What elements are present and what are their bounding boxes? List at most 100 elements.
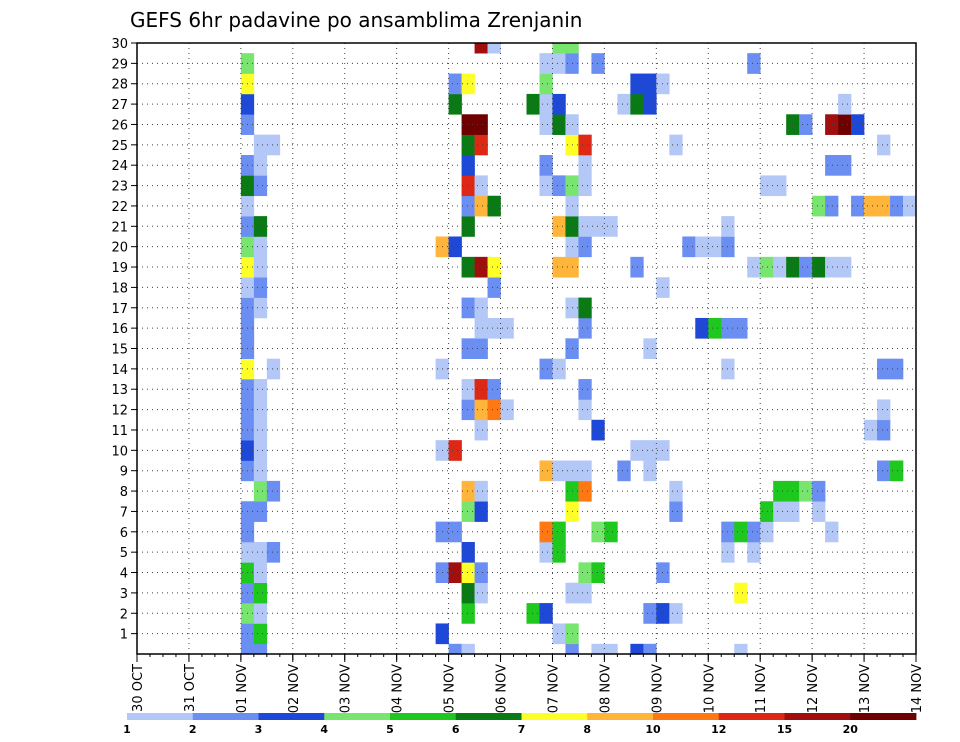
heatmap-cell xyxy=(474,419,488,441)
heatmap-cell xyxy=(799,256,813,278)
heatmap-cell xyxy=(617,460,631,482)
x-tick-label: 09 NOV xyxy=(650,664,665,713)
heatmap-cell xyxy=(266,541,281,563)
heatmap-cell xyxy=(578,460,592,482)
heatmap-cell xyxy=(591,53,605,74)
heatmap-cell xyxy=(825,521,839,543)
heatmap-cell xyxy=(487,317,501,339)
y-tick-label: 5 xyxy=(120,546,128,561)
heatmap-cell xyxy=(773,256,787,278)
axes: 1234567891011121314151617181920212223242… xyxy=(111,37,925,713)
heatmap-cell xyxy=(695,236,709,258)
heatmap-cell xyxy=(838,256,852,278)
heatmap-cell xyxy=(565,643,579,655)
y-tick-label: 24 xyxy=(111,159,128,174)
heatmap-cell xyxy=(253,134,268,156)
heatmap-cell xyxy=(253,155,268,176)
heatmap-cell xyxy=(253,562,268,584)
colorbar-label: 4 xyxy=(320,723,328,736)
heatmap-cell xyxy=(591,562,605,584)
heatmap-cell xyxy=(487,43,501,54)
heatmap-cell xyxy=(461,480,475,502)
x-tick-label: 31 OCT xyxy=(183,664,198,712)
heatmap-cell xyxy=(552,216,566,237)
x-tick-label: 30 OCT xyxy=(131,664,146,712)
y-tick-label: 23 xyxy=(111,180,128,195)
heatmap-cell xyxy=(474,582,488,604)
heatmap-cell xyxy=(474,338,488,359)
y-tick-label: 11 xyxy=(111,424,128,439)
heatmap-cell xyxy=(539,155,553,176)
heatmap-cell xyxy=(461,541,475,563)
heatmap-cell xyxy=(695,317,709,339)
heatmap-cell xyxy=(669,134,683,156)
x-tick-label: 12 NOV xyxy=(806,664,821,713)
colorbar-label: 1 xyxy=(123,723,131,736)
heatmap-cell xyxy=(604,216,618,237)
y-tick-label: 6 xyxy=(120,526,128,541)
heatmap-cell xyxy=(253,501,268,522)
y-tick-label: 25 xyxy=(111,139,128,154)
heatmap-cell xyxy=(578,155,592,176)
heatmap-cell xyxy=(578,134,592,156)
heatmap-cell xyxy=(708,236,722,258)
colorbar-label: 8 xyxy=(583,723,591,736)
heatmap-cell xyxy=(578,175,592,197)
heatmap-cell xyxy=(812,480,826,502)
heatmap-cell xyxy=(773,480,787,502)
heatmap-cell xyxy=(578,480,592,502)
x-tick-label: 06 NOV xyxy=(495,664,510,713)
heatmap-cell xyxy=(461,134,475,156)
heatmap-cell xyxy=(487,379,501,400)
heatmap-cell xyxy=(487,256,501,278)
heatmap-cell xyxy=(474,480,488,502)
y-tick-label: 15 xyxy=(111,343,128,358)
y-tick-label: 13 xyxy=(111,383,128,398)
heatmap-cell xyxy=(253,256,268,278)
y-tick-label: 2 xyxy=(120,607,128,622)
heatmap-cell xyxy=(838,155,852,176)
y-tick-label: 3 xyxy=(120,587,128,602)
heatmap-cell xyxy=(643,440,657,461)
y-tick-label: 10 xyxy=(111,444,128,459)
heatmap-cell xyxy=(578,236,592,258)
heatmap-cell xyxy=(734,521,748,543)
heatmap-cell xyxy=(461,256,475,278)
colorbar-label: 10 xyxy=(645,723,661,736)
heatmap-cell xyxy=(760,501,774,522)
heatmap-cell xyxy=(578,216,592,237)
heatmap-cell xyxy=(461,216,475,237)
y-tick-label: 8 xyxy=(120,485,128,500)
x-tick-label: 07 NOV xyxy=(546,664,561,713)
colorbar-label: 5 xyxy=(386,723,394,736)
x-tick-label: 04 NOV xyxy=(391,664,406,713)
heatmap-cell xyxy=(474,562,488,584)
heatmap-cell xyxy=(240,643,255,655)
colorbar-swatch xyxy=(587,713,654,720)
colorbar-label: 2 xyxy=(189,723,197,736)
heatmap-cell xyxy=(253,379,268,400)
heatmap-cell xyxy=(253,399,268,421)
heatmap-cell xyxy=(474,256,488,278)
heatmap-cell xyxy=(552,256,566,278)
heatmap-cell xyxy=(760,256,774,278)
x-tick-label: 11 NOV xyxy=(754,664,769,713)
y-tick-label: 28 xyxy=(111,78,128,93)
heatmap-cell xyxy=(812,195,826,217)
y-tick-label: 16 xyxy=(111,322,128,337)
colorbar-swatch xyxy=(718,713,785,720)
heatmap-cell xyxy=(461,562,475,584)
y-tick-label: 14 xyxy=(111,363,128,378)
heatmap-cell xyxy=(773,501,787,522)
heatmap-cell xyxy=(253,582,268,604)
y-tick-label: 29 xyxy=(111,57,128,72)
colorbar-swatch xyxy=(521,713,588,720)
heatmap-cell xyxy=(253,277,268,298)
heatmap-cell xyxy=(461,195,475,217)
heatmap-cell xyxy=(708,317,722,339)
heatmap-cell xyxy=(253,643,268,655)
heatmap-cell xyxy=(461,399,475,421)
y-tick-label: 19 xyxy=(111,261,128,276)
heatmap-cell xyxy=(474,43,488,54)
heatmap-cell xyxy=(461,73,475,95)
